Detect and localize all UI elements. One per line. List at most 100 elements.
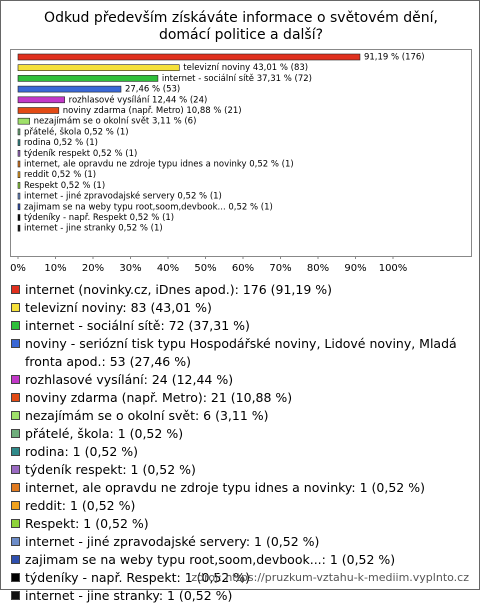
legend-swatch xyxy=(11,501,20,510)
legend-swatch xyxy=(11,375,20,384)
legend-item: internet (novinky.cz, iDnes apod.): 176 … xyxy=(10,281,470,299)
value-label: reddit 0,52 % (1) xyxy=(24,170,96,180)
legend-label: Respekt: 1 (0,52 %) xyxy=(25,516,149,531)
bar xyxy=(17,96,65,104)
bar xyxy=(17,139,21,146)
bar xyxy=(17,75,159,82)
source: zdroj: https://pruzkum-vztahu-k-mediim.v… xyxy=(191,571,469,584)
legend-label: televizní noviny: 83 (43,01 %) xyxy=(25,300,212,315)
legend-label: nezajímám se o okolní svět: 6 (3,11 %) xyxy=(25,408,269,423)
legend-swatch xyxy=(11,321,20,330)
legend-item: nezajímám se o okolní svět: 6 (3,11 %) xyxy=(10,407,470,425)
legend-item: noviny zdarma (např. Metro): 21 (10,88 %… xyxy=(10,389,470,407)
value-label: 91,19 % (176) xyxy=(364,53,425,63)
x-tick-label: 50% xyxy=(194,263,216,274)
legend-item: noviny - seriózní tisk typu Hospodářské … xyxy=(10,335,470,371)
legend-item: zajimam se na weby typu root,soom,devboo… xyxy=(10,551,470,569)
value-label: internet - jine stranky 0,52 % (1) xyxy=(24,224,163,234)
legend-item: internet, ale opravdu ne zdroje typu idn… xyxy=(10,479,470,497)
legend-item: televizní noviny: 83 (43,01 %) xyxy=(10,299,470,317)
bar xyxy=(17,150,21,157)
value-label: rodina 0,52 % (1) xyxy=(24,138,98,148)
legend-item: internet - jiné zpravodajské servery: 1 … xyxy=(10,533,470,551)
legend-item: internet - sociální sítě: 72 (37,31 %) xyxy=(10,317,470,335)
x-tick-label: 20% xyxy=(82,263,104,274)
value-label: Respekt 0,52 % (1) xyxy=(24,181,105,191)
plot-frame xyxy=(10,49,472,257)
legend-swatch xyxy=(11,555,20,564)
legend-swatch xyxy=(11,339,20,348)
bar xyxy=(17,107,60,114)
value-label: přátelé, škola 0,52 % (1) xyxy=(24,126,129,137)
legend-item: Respekt: 1 (0,52 %) xyxy=(10,515,470,533)
x-tick-label: 90% xyxy=(344,263,366,274)
x-tick-label: 60% xyxy=(232,263,254,274)
legend-label: internet, ale opravdu ne zdroje typu idn… xyxy=(25,480,425,495)
bar xyxy=(17,224,21,232)
legend-swatch xyxy=(11,411,20,420)
x-tick-label: 100% xyxy=(379,263,408,274)
legend-swatch xyxy=(11,447,20,456)
legend-label: noviny - seriózní tisk typu Hospodářské … xyxy=(25,336,457,369)
value-label: zajimam se na weby typu root,soom,devboo… xyxy=(24,202,273,212)
value-label: internet, ale opravdu ne zdroje typu idn… xyxy=(24,160,294,170)
bar xyxy=(17,203,21,211)
legend-swatch xyxy=(11,573,20,582)
bar xyxy=(17,53,361,61)
legend-swatch xyxy=(11,303,20,312)
chart-title: Odkud především získáváte informace o sv… xyxy=(44,10,438,43)
x-tick-label: 40% xyxy=(157,263,179,274)
x-tick-label: 30% xyxy=(119,263,141,274)
legend-label: rodina: 1 (0,52 %) xyxy=(25,444,139,459)
legend-label: týdeníky - např. Respekt: 1 (0,52 %) xyxy=(25,570,251,585)
bar xyxy=(17,171,21,178)
bar xyxy=(17,160,21,168)
legend-swatch xyxy=(11,519,20,528)
legend-label: internet (novinky.cz, iDnes apod.): 176 … xyxy=(25,282,333,297)
value-label: internet - sociální sítě 37,31 % (72) xyxy=(162,74,312,84)
legend-item: týdeníky - např. Respekt: 1 (0,52 %) xyxy=(10,569,470,587)
bar xyxy=(17,182,21,189)
legend-label: internet - sociální sítě: 72 (37,31 %) xyxy=(25,318,250,333)
legend-label: zajimam se na weby typu root,soom,devboo… xyxy=(25,552,396,567)
value-label: nezajímám se o okolní svět 3,11 % (6) xyxy=(34,117,197,127)
legend-label: přátelé, škola: 1 (0,52 %) xyxy=(25,426,184,441)
legend-item: týdeník respekt: 1 (0,52 %) xyxy=(10,461,470,479)
bar xyxy=(17,117,30,125)
legend-swatch xyxy=(11,465,20,474)
x-tick-label: 80% xyxy=(307,263,329,274)
legend-item: rodina: 1 (0,52 %) xyxy=(10,443,470,461)
legend-swatch xyxy=(11,285,20,294)
chart: 0% 10% 20% 30% 40% 50% 60% 70% 80% 90% 100% 91,19 %… xyxy=(10,49,472,274)
legend-swatch xyxy=(11,393,20,402)
value-label: rozhlasové vysílání 12,44 % (24) xyxy=(69,94,208,105)
x-tick-label: 10% xyxy=(44,263,66,274)
legend-label: internet - jiné zpravodajské servery: 1 … xyxy=(25,534,320,549)
value-label: televizní noviny 43,01 % (83) xyxy=(183,63,308,73)
legend-item: reddit: 1 (0,52 %) xyxy=(10,497,470,515)
legend-swatch xyxy=(11,429,20,438)
legend-swatch xyxy=(11,483,20,492)
legend: internet (novinky.cz, iDnes apod.): 176 … xyxy=(10,281,470,605)
value-label: internet - jiné zpravodajské servery 0,5… xyxy=(24,191,222,202)
bar xyxy=(17,128,21,136)
bar xyxy=(17,64,180,71)
legend-label: rozhlasové vysílání: 24 (12,44 %) xyxy=(25,372,234,387)
legend-swatch xyxy=(11,591,20,600)
bar xyxy=(17,214,21,221)
x-tick-label: 0% xyxy=(10,263,26,274)
value-label: 27,46 % (53) xyxy=(125,85,180,95)
bar xyxy=(17,192,21,200)
legend-swatch xyxy=(11,537,20,546)
bar xyxy=(17,85,122,93)
value-label: noviny zdarma (např. Metro) 10,88 % (21) xyxy=(63,106,242,116)
legend-label: reddit: 1 (0,52 %) xyxy=(25,498,136,513)
legend-label: týdeník respekt: 1 (0,52 %) xyxy=(25,462,196,477)
legend-label: noviny zdarma (např. Metro): 21 (10,88 %… xyxy=(25,390,293,405)
value-label: týdeník respekt 0,52 % (1) xyxy=(24,149,137,159)
legend-item: přátelé, škola: 1 (0,52 %) xyxy=(10,425,470,443)
value-label: týdeníky - např. Respekt 0,52 % (1) xyxy=(24,213,174,223)
legend-item: rozhlasové vysílání: 24 (12,44 %) xyxy=(10,371,470,389)
x-tick-label: 70% xyxy=(269,263,291,274)
